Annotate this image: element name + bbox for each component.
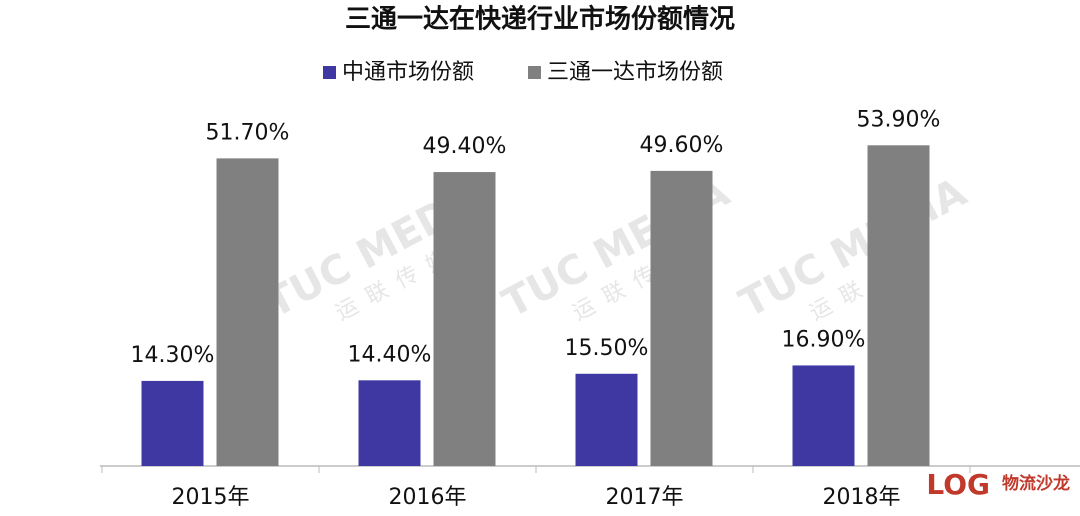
bar xyxy=(650,170,713,466)
logo-text: LOG xyxy=(926,468,990,501)
bar xyxy=(358,380,421,466)
logo-sub: 物流沙龙 xyxy=(1002,473,1070,494)
data-label: 14.40% xyxy=(348,342,432,367)
x-tick-label: 2016年 xyxy=(389,485,467,510)
legend-label: 中通市场份额 xyxy=(342,60,474,85)
bar xyxy=(141,380,204,466)
bar xyxy=(433,172,496,466)
data-label: 49.60% xyxy=(640,133,724,158)
bar xyxy=(867,145,930,467)
data-label: 15.50% xyxy=(565,336,649,361)
data-label: 53.90% xyxy=(857,107,941,132)
legend-label: 三通一达市场份额 xyxy=(547,60,723,85)
x-tick-label: 2018年 xyxy=(823,485,901,510)
chart-title: 三通一达在快递行业市场份额情况 xyxy=(345,4,735,35)
x-tick-label: 2017年 xyxy=(606,485,684,510)
data-label: 14.30% xyxy=(131,343,215,368)
bar xyxy=(792,365,855,466)
data-label: 49.40% xyxy=(423,134,507,159)
x-axis-ticks xyxy=(101,466,971,473)
bar xyxy=(575,373,638,466)
legend-swatch xyxy=(528,66,541,79)
data-label: 16.90% xyxy=(782,327,866,352)
legend-swatch xyxy=(323,66,336,79)
x-tick-label: 2015年 xyxy=(172,485,250,510)
data-label: 51.70% xyxy=(206,120,290,145)
bar xyxy=(216,158,279,466)
